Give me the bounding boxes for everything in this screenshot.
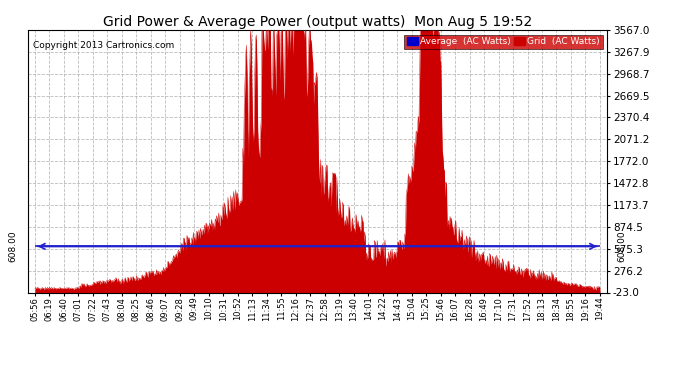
Text: 608.00: 608.00 [618,231,627,262]
Legend: Average  (AC Watts), Grid  (AC Watts): Average (AC Watts), Grid (AC Watts) [404,34,602,49]
Title: Grid Power & Average Power (output watts)  Mon Aug 5 19:52: Grid Power & Average Power (output watts… [103,15,532,29]
Text: 608.00: 608.00 [8,231,18,262]
Text: Copyright 2013 Cartronics.com: Copyright 2013 Cartronics.com [33,40,175,50]
